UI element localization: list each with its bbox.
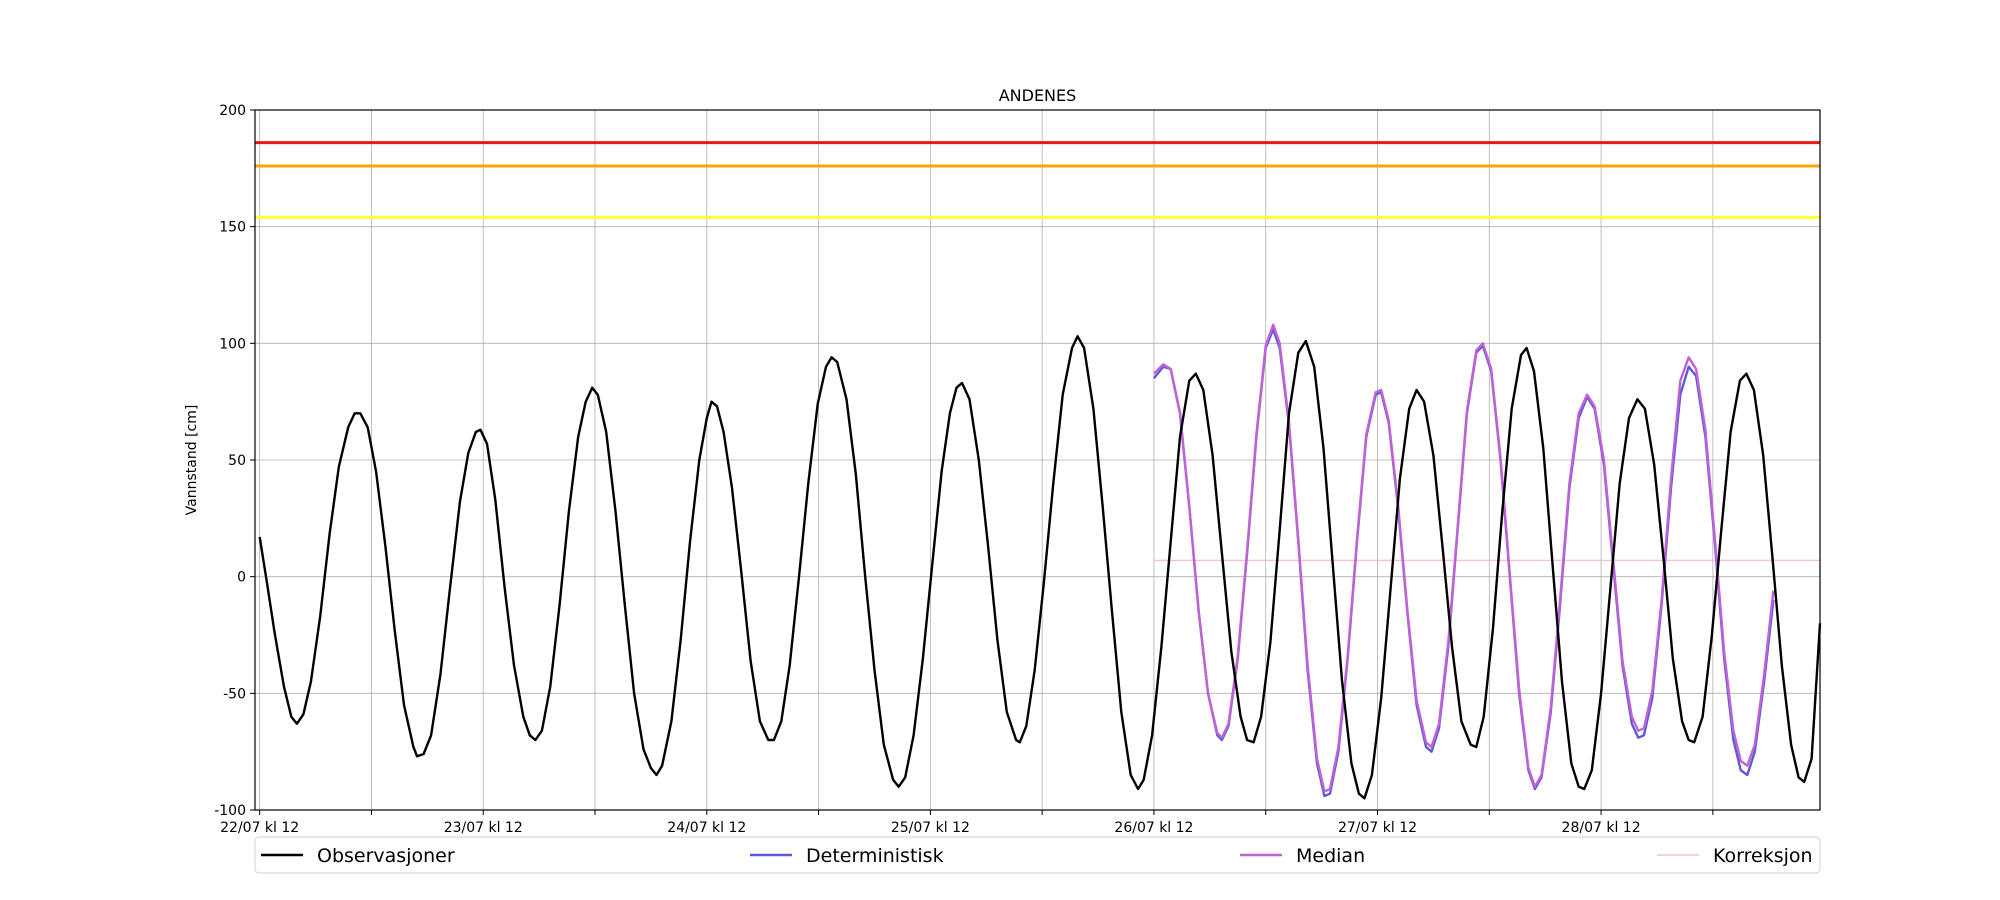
y-tick-label: 200 [219, 103, 246, 119]
series-lines [258, 323, 1822, 800]
y-tick-label: 150 [219, 220, 246, 236]
series-line-observasjoner [258, 335, 1822, 800]
threshold-lines [255, 141, 1820, 219]
legend-frame [254, 836, 1821, 874]
x-tick-label: 27/07 kl 12 [1338, 820, 1417, 836]
x-axis: 22/07 kl 12 23/07 kl 12 24/07 kl 12 25/07 k… [220, 810, 1714, 836]
y-tick-label: -50 [223, 686, 246, 702]
x-tick-label: 24/07 kl 12 [667, 820, 746, 836]
y-tick-label: 50 [228, 453, 246, 469]
y-axis: -100 -50 0 50 100 150 200 [214, 103, 255, 819]
series-line-median [1153, 323, 1775, 793]
legend-label: Observasjoner [317, 845, 455, 867]
x-tick-label: 23/07 kl 12 [444, 820, 523, 836]
y-tick-label: 0 [237, 570, 246, 586]
y-axis-title: Vannstand [cm] [184, 405, 200, 516]
x-tick-label: 28/07 kl 12 [1562, 820, 1641, 836]
legend: Observasjoner Deterministisk Median Korreks… [254, 836, 1821, 874]
grid [255, 109, 1820, 811]
x-tick-label: 22/07 kl 12 [220, 820, 299, 836]
legend-label: Deterministisk [806, 845, 944, 867]
y-tick-label: 100 [219, 336, 246, 352]
x-tick-label: 26/07 kl 12 [1114, 820, 1193, 836]
legend-label: Korreksjon [1713, 845, 1813, 867]
legend-label: Median [1296, 845, 1365, 867]
x-tick-label: 25/07 kl 12 [891, 820, 970, 836]
chart-title: ANDENES [999, 86, 1077, 105]
y-tick-label: -100 [214, 803, 246, 819]
